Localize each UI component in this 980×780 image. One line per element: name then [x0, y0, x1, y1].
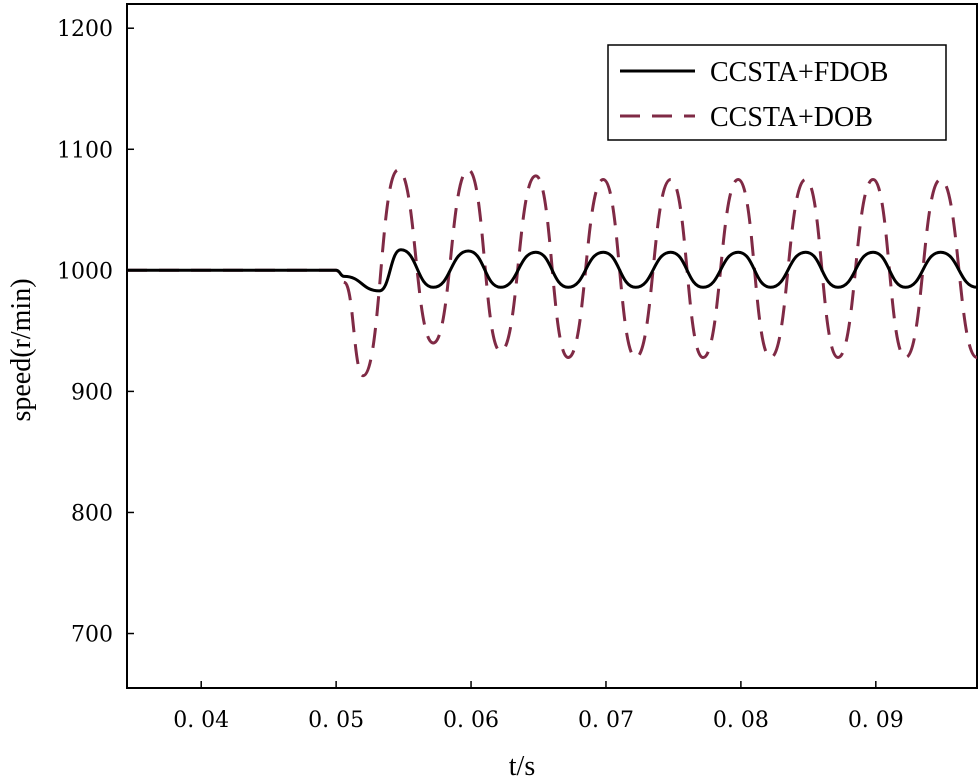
- x-tick-label: 0. 04: [173, 708, 229, 733]
- series-line-ccsta-dob: [126, 168, 978, 378]
- x-tick-label: 0. 07: [578, 708, 634, 733]
- y-tick-label: 900: [71, 380, 113, 405]
- plot-frame: [126, 3, 978, 689]
- y-tick-label: 1200: [57, 17, 113, 42]
- x-tick-label: 0. 08: [713, 708, 769, 733]
- x-axis-ticks: 0. 04 0. 05 0. 06 0. 07 0. 08 0. 09: [173, 681, 904, 733]
- y-tick-label: 800: [71, 501, 113, 526]
- series-line-ccsta-fdob: [126, 248, 978, 293]
- legend: CCSTA+FDOB CCSTA+DOB: [607, 44, 947, 141]
- x-tick-label: 0. 05: [308, 708, 364, 733]
- x-tick-label: 0. 09: [848, 708, 904, 733]
- x-axis-title: t/s: [509, 751, 535, 780]
- y-axis-title: speed(r/min): [6, 278, 37, 421]
- series-layer: [126, 168, 978, 378]
- legend-label-ccsta-fdob: CCSTA+FDOB: [710, 57, 889, 88]
- y-tick-label: 1000: [57, 259, 113, 284]
- y-axis-ticks: 700 800 900 1000 1100 1200: [57, 17, 134, 648]
- legend-box: [607, 44, 947, 141]
- legend-label-ccsta-dob: CCSTA+DOB: [710, 102, 873, 133]
- y-tick-label: 1100: [57, 138, 113, 163]
- y-tick-label: 700: [71, 623, 113, 648]
- x-tick-label: 0. 06: [443, 708, 499, 733]
- plot-border: [126, 3, 978, 689]
